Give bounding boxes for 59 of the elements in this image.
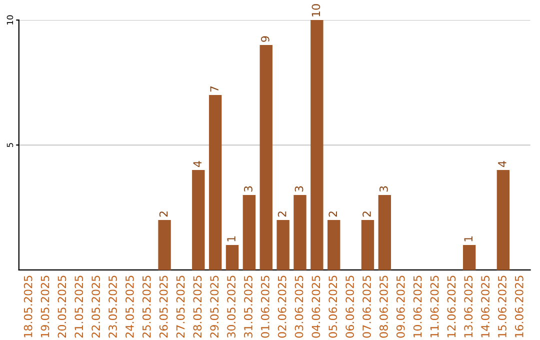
bar — [260, 45, 272, 270]
data-label: 1 — [227, 236, 236, 242]
data-label: 2 — [278, 212, 286, 217]
data-label: 4 — [498, 161, 506, 167]
data-label: 4 — [193, 161, 202, 167]
data-label: 2 — [362, 212, 371, 217]
bar — [310, 20, 324, 270]
data-label: 2 — [159, 212, 168, 217]
x-tick-label: 28.05.2025 — [193, 276, 202, 338]
x-tick-label: 31.05.2025 — [244, 276, 252, 338]
x-tick-label: 18.05.2025 — [24, 276, 32, 338]
x-tick-label: 16.06.2025 — [514, 276, 524, 338]
bar — [496, 170, 510, 270]
bar — [462, 244, 476, 270]
x-tick-label: 01.06.2025 — [260, 276, 270, 338]
x-tick-label: 08.06.2025 — [379, 276, 388, 338]
data-label: 10 — [312, 4, 320, 16]
x-tick-label: 05.06.2025 — [328, 276, 338, 338]
x-tick-label: 13.06.2025 — [464, 276, 473, 338]
data-label: 3 — [379, 186, 388, 192]
x-tick-label: 09.06.2025 — [396, 276, 405, 338]
bar — [242, 194, 256, 270]
x-tick-label: 22.05.2025 — [92, 276, 100, 338]
x-tick-label: 19.05.2025 — [40, 276, 50, 338]
x-tick-label: 21.05.2025 — [74, 276, 84, 338]
x-tick-label: 30.05.2025 — [227, 276, 236, 338]
data-label: 3 — [244, 186, 252, 192]
x-tick-label: 06.06.2025 — [346, 276, 354, 338]
x-tick-label: 29.05.2025 — [210, 276, 219, 338]
x-tick-label: 07.06.2025 — [362, 276, 371, 338]
bar — [158, 220, 171, 270]
x-tick-label: 20.05.2025 — [58, 276, 66, 338]
data-label: 7 — [210, 86, 218, 92]
bar — [192, 170, 205, 270]
bar — [328, 220, 340, 270]
bar — [226, 244, 239, 270]
x-tick-label: 14.06.2025 — [481, 276, 490, 338]
x-tick-label: 24.05.2025 — [125, 276, 134, 338]
x-tick-label: 04.06.2025 — [312, 276, 320, 338]
x-tick-label: 26.05.2025 — [159, 276, 168, 338]
x-tick-label: 12.06.2025 — [447, 276, 456, 338]
data-label: 1 — [464, 236, 472, 242]
x-tick-label: 15.06.2025 — [498, 276, 506, 338]
bar — [294, 194, 306, 270]
x-tick-label: 27.05.2025 — [176, 276, 185, 338]
x-tick-label: 03.06.2025 — [294, 276, 304, 338]
bar — [378, 194, 392, 270]
bar — [361, 220, 374, 270]
data-label: 3 — [294, 186, 304, 192]
x-tick-label: 02.06.2025 — [278, 276, 286, 338]
bar — [208, 95, 222, 270]
x-tick-label: 23.05.2025 — [108, 276, 117, 338]
data-label: 2 — [328, 212, 337, 217]
y-tick-label: 5 — [6, 143, 14, 148]
x-tick-label: 10.06.2025 — [413, 276, 422, 338]
x-tick-label: 11.06.2025 — [430, 276, 439, 338]
data-label: 9 — [260, 36, 270, 42]
bar — [276, 220, 290, 270]
x-tick-label: 25.05.2025 — [142, 276, 151, 338]
